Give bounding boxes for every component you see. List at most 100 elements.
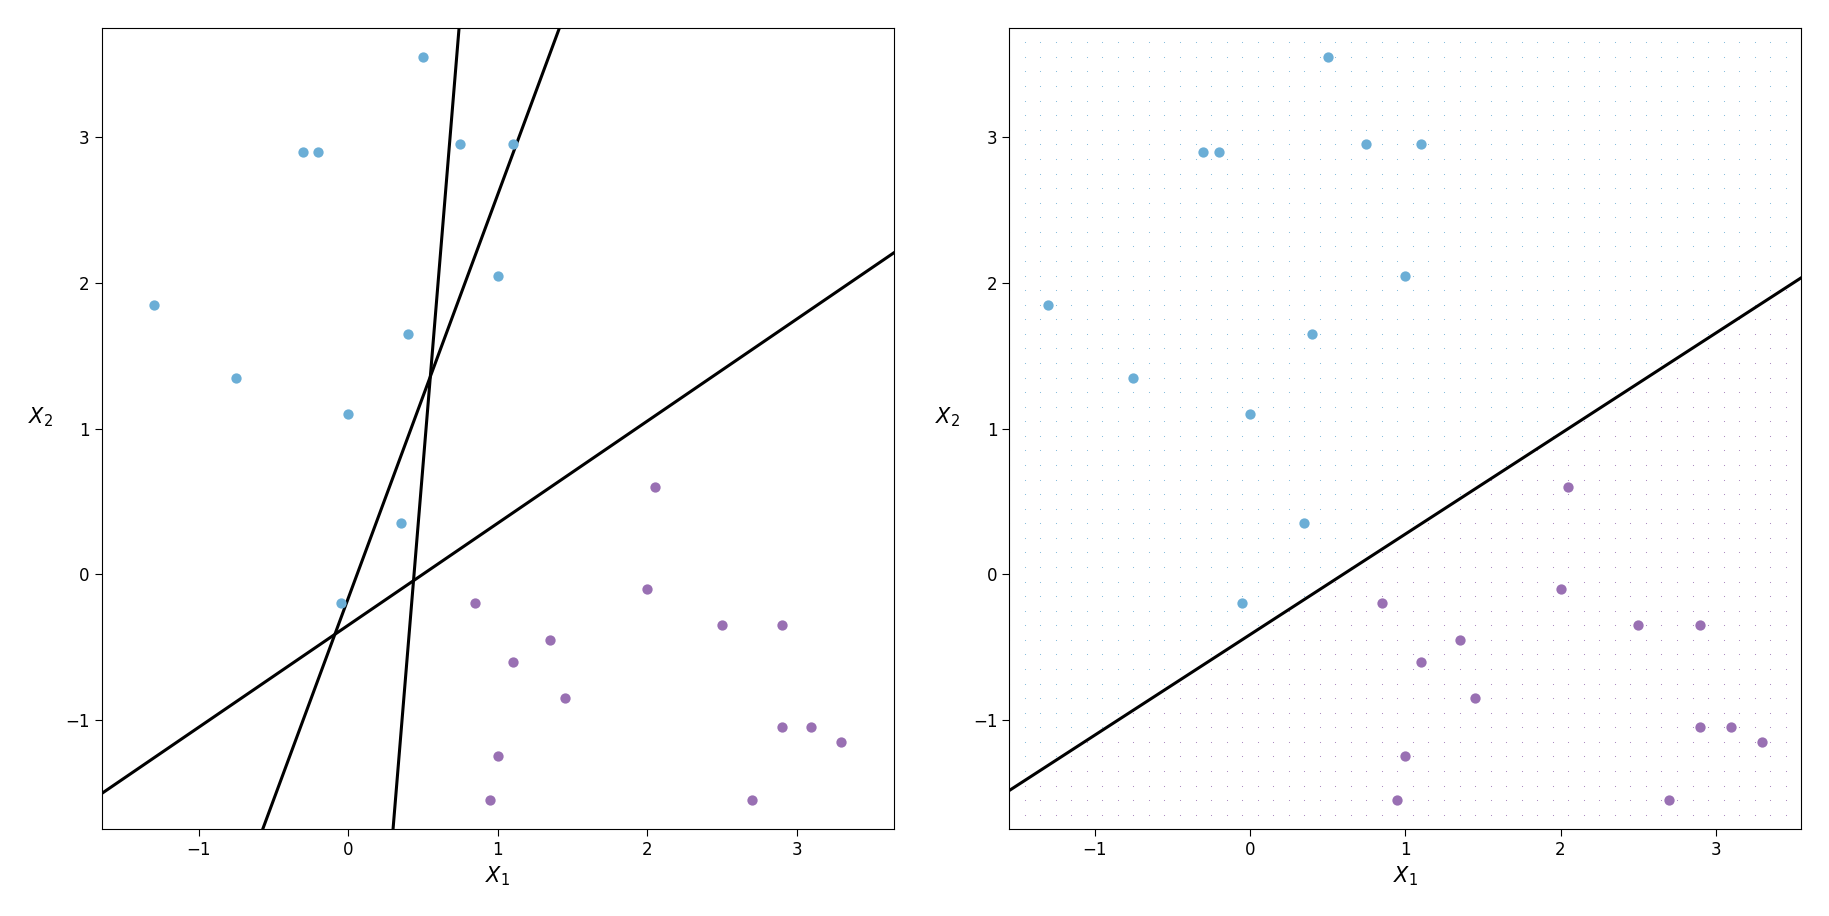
Point <box>1460 195 1489 210</box>
Point <box>1352 224 1381 239</box>
Point <box>1165 792 1194 807</box>
Point <box>1553 589 1582 604</box>
Point <box>1522 93 1551 108</box>
Point <box>1631 385 1661 399</box>
Point <box>1460 370 1489 385</box>
Point <box>1414 720 1443 735</box>
Point <box>1010 486 1039 501</box>
Point <box>1631 64 1661 79</box>
Point <box>1165 458 1194 473</box>
Point <box>1103 458 1132 473</box>
Point <box>1507 807 1536 822</box>
Point <box>1491 486 1520 501</box>
Point <box>1708 618 1738 633</box>
Point <box>1615 355 1644 370</box>
Point <box>1026 807 1055 822</box>
Point <box>1491 195 1520 210</box>
Point <box>1770 807 1800 822</box>
Point <box>1383 720 1412 735</box>
Point <box>1041 64 1070 79</box>
Point <box>1057 49 1086 64</box>
Point <box>1460 298 1489 312</box>
Point <box>1057 93 1086 108</box>
Point <box>1352 268 1381 283</box>
Point <box>1289 472 1319 486</box>
Point <box>1460 779 1489 793</box>
Point <box>1725 341 1754 355</box>
Point <box>1770 195 1800 210</box>
Point <box>1631 501 1661 516</box>
Point <box>1072 720 1101 735</box>
Point <box>1631 341 1661 355</box>
Point <box>1460 326 1489 341</box>
Point <box>1694 676 1723 691</box>
Point <box>1646 676 1675 691</box>
Point <box>1663 501 1692 516</box>
Point <box>1368 545 1397 560</box>
Point <box>1631 574 1661 589</box>
Point <box>1677 574 1706 589</box>
Point <box>1708 705 1738 720</box>
Point <box>1057 429 1086 443</box>
Point <box>1507 239 1536 254</box>
Point <box>1646 79 1675 93</box>
Point <box>1383 35 1412 49</box>
Point <box>1337 545 1366 560</box>
Point <box>995 79 1024 93</box>
Point <box>1103 574 1132 589</box>
Point <box>1150 370 1180 385</box>
Point <box>1244 604 1273 618</box>
Point <box>1119 108 1149 123</box>
Point <box>1631 691 1661 705</box>
Point <box>1041 676 1070 691</box>
Point <box>1725 195 1754 210</box>
Point <box>1041 385 1070 399</box>
Point <box>1103 632 1132 647</box>
Point <box>1756 64 1785 79</box>
Point <box>1337 705 1366 720</box>
Point <box>1445 632 1474 647</box>
Point <box>1756 283 1785 298</box>
Point <box>1227 501 1257 516</box>
Point <box>1258 137 1288 152</box>
Point <box>1522 210 1551 224</box>
Point <box>1787 764 1816 779</box>
Point <box>1244 807 1273 822</box>
Point <box>1708 807 1738 822</box>
Point <box>995 764 1024 779</box>
Point <box>1321 574 1350 589</box>
Point <box>1538 764 1567 779</box>
Point <box>1289 108 1319 123</box>
Point <box>1430 676 1460 691</box>
Point <box>1414 647 1443 661</box>
Point <box>995 108 1024 123</box>
Point <box>1677 632 1706 647</box>
Point <box>1725 20 1754 35</box>
Point <box>1507 298 1536 312</box>
Point <box>1756 486 1785 501</box>
Point <box>1057 560 1086 574</box>
Point <box>1289 195 1319 210</box>
Point <box>1010 355 1039 370</box>
Point <box>1182 676 1211 691</box>
Point <box>1321 618 1350 633</box>
Point <box>1244 735 1273 749</box>
Point <box>1289 720 1319 735</box>
Point <box>1165 604 1194 618</box>
Point <box>1430 691 1460 705</box>
Point <box>1677 530 1706 545</box>
Point <box>1072 79 1101 93</box>
Point <box>1414 486 1443 501</box>
Point <box>1569 152 1599 167</box>
Point <box>1352 137 1381 152</box>
Point <box>1445 720 1474 735</box>
Point <box>1275 137 1304 152</box>
Point <box>1445 239 1474 254</box>
Point <box>1026 341 1055 355</box>
Point <box>1414 224 1443 239</box>
Point <box>1026 691 1055 705</box>
Point <box>1507 210 1536 224</box>
Point <box>1522 195 1551 210</box>
Point <box>1725 661 1754 676</box>
Point <box>1258 385 1288 399</box>
